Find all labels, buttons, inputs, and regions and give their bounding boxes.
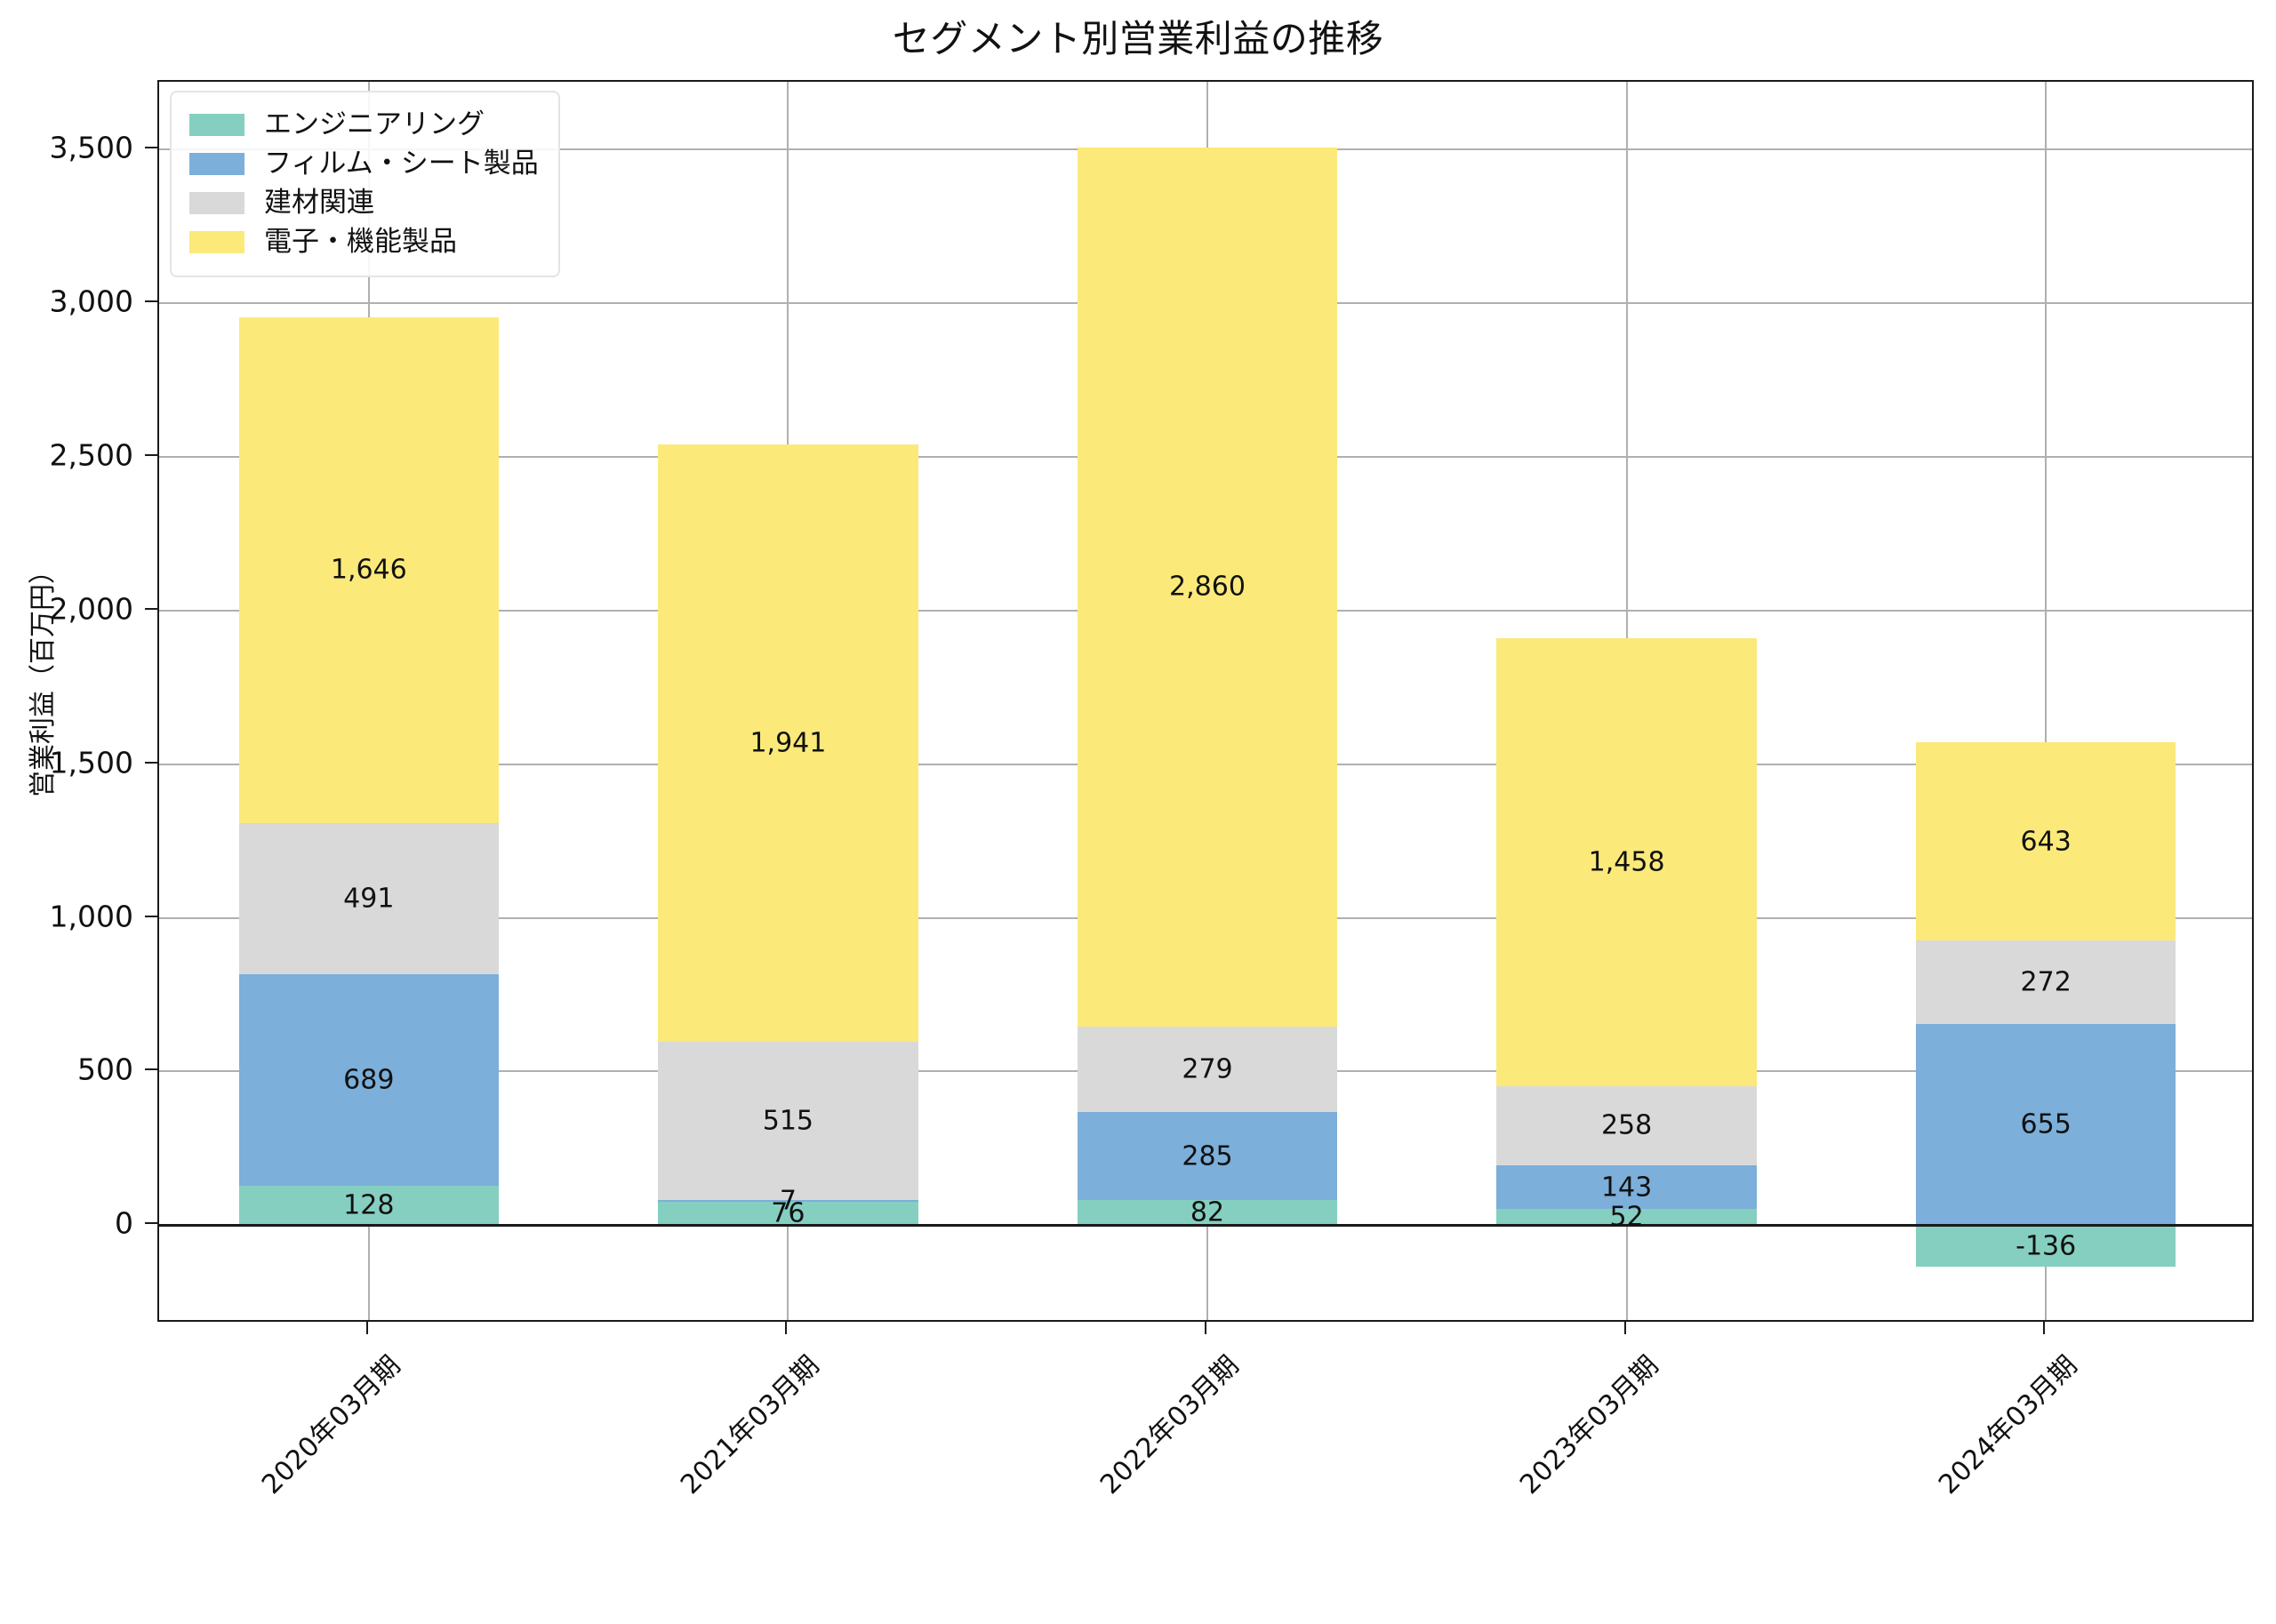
bar-segment[interactable] [1496,1164,1757,1210]
bar-segment[interactable] [658,1199,918,1203]
bar-segment[interactable] [1496,1085,1757,1165]
x-tick-label: 2020年03月期 [255,1349,407,1501]
bar-segment[interactable] [238,973,499,1187]
y-tick-mark [145,915,157,917]
bar-value-label: 82 [1190,1196,1225,1228]
bar-segment[interactable] [238,1186,499,1226]
bar-segment[interactable] [1077,147,1338,1027]
x-tick-mark [1623,1322,1626,1334]
bar-value-label: 2,860 [1169,571,1246,603]
y-tick-label: 2,500 [49,437,133,473]
y-tick-label: 500 [77,1052,133,1087]
y-tick-label: 1,000 [49,899,133,934]
bar-value-label: 7 [779,1185,797,1217]
legend-item-3[interactable]: 電子・機能製品 [189,222,539,261]
y-tick-label: 1,500 [49,745,133,780]
legend-color-swatch [189,230,244,253]
bar-value-label: 1,646 [330,554,407,586]
legend-color-swatch [189,191,244,214]
bar-value-label: 76 [771,1197,805,1229]
legend-item-2[interactable]: 建材関連 [189,183,539,222]
legend-color-swatch [189,113,244,136]
y-tick-mark [145,300,157,302]
bar-segment[interactable] [1916,940,2176,1024]
bar-segment[interactable] [1077,1199,1338,1226]
chart-legend[interactable]: エンジニアリングフィルム・シート製品 建材関連電子・機能製品 [170,91,560,277]
bar-segment[interactable] [1077,1112,1338,1200]
legend-label: 建材関連 [264,186,374,219]
plot-area: 128 689 491 1,646 76 7 515 1,941 82 285 279 2,860 52… [157,80,2254,1322]
x-tick-mark [1205,1322,1206,1334]
bar-segment[interactable] [1496,1209,1757,1226]
x-tick-label: 2023年03月期 [1513,1349,1664,1501]
chart-title: セグメント別営業利益の推移 [892,17,1384,60]
y-tick-label: 3,000 [49,284,133,319]
bar-value-label: 643 [2020,826,2072,858]
bar-value-label: 279 [1182,1053,1233,1085]
bar-value-label: -136 [2016,1230,2077,1262]
bar-segment[interactable] [1496,637,1757,1086]
y-tick-mark [145,1222,157,1225]
y-tick-label: 3,500 [49,130,133,165]
legend-item-1[interactable]: フィルム・シート製品 [189,144,539,183]
bar-value-label: 1,458 [1588,846,1665,878]
y-tick-mark [145,607,157,610]
y-axis-label: 営業利益（百万円） [28,557,59,797]
bar-value-label: 689 [343,1064,395,1096]
x-tick-mark [2043,1322,2046,1334]
legend-label: フィルム・シート製品 [264,147,539,180]
zero-line [159,1223,2252,1227]
chart-figure: セグメント別営業利益の推移 営業利益（百万円） 0 500 1,000 1,500 2,… [28,17,2254,1501]
bar-value-label: 272 [2020,966,2072,998]
bar-value-label: 655 [2020,1108,2072,1140]
bar-segment[interactable] [658,444,918,1042]
bar-segment[interactable] [238,823,499,974]
y-tick-label: 0 [115,1205,133,1241]
x-tick-mark [365,1322,368,1334]
x-tick-label: 2021年03月期 [675,1349,826,1501]
bar-value-label: 52 [1609,1201,1644,1233]
legend-label: 電子・機能製品 [264,225,457,258]
y-tick-mark [145,761,157,764]
legend-item-0[interactable]: エンジニアリング [189,105,539,144]
y-tick-label: 2,000 [49,591,133,627]
bar-segment[interactable] [658,1041,918,1200]
bar-value-label: 491 [343,883,395,915]
gridline-vertical [2045,82,2048,1320]
bar-segment[interactable] [1077,1026,1338,1113]
bar-value-label: 143 [1600,1172,1653,1204]
x-tick-mark [785,1322,788,1334]
y-tick-mark [145,1068,157,1071]
bar-segment[interactable] [658,1202,918,1226]
bar-value-label: 285 [1182,1140,1233,1172]
legend-color-swatch [189,152,244,175]
bar-value-label: 258 [1600,1109,1653,1141]
y-tick-mark [145,147,157,149]
bar-segment[interactable] [1916,742,2176,940]
x-tick-label: 2024年03月期 [1933,1349,2084,1501]
x-tick-label: 2022年03月期 [1094,1349,1246,1501]
legend-label: エンジニアリング [264,108,485,140]
bar-segment[interactable] [1916,1225,2176,1268]
bar-value-label: 1,941 [749,727,827,759]
y-tick-mark [145,453,157,456]
bar-value-label: 128 [343,1189,395,1221]
bar-segment[interactable] [238,316,499,824]
bar-segment[interactable] [1916,1023,2176,1226]
bar-value-label: 515 [762,1105,814,1137]
